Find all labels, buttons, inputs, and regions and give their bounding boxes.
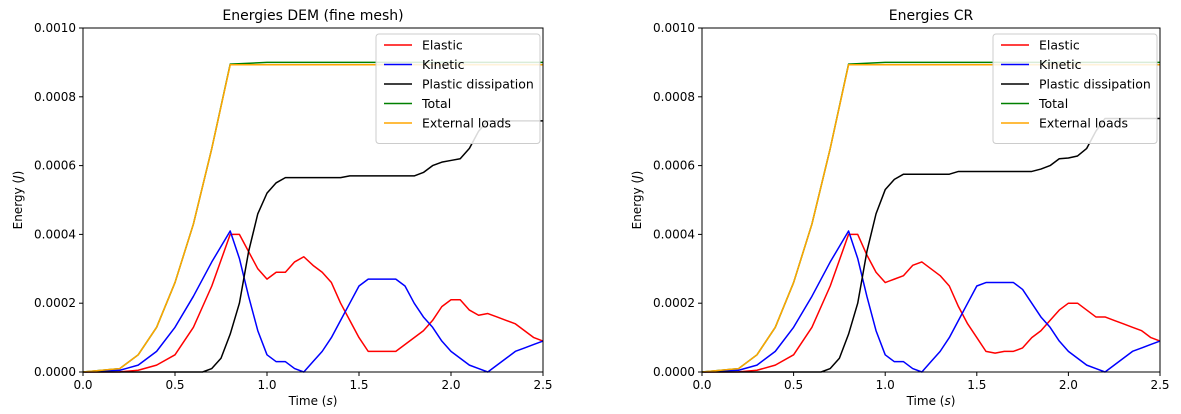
legend-elastic-label: Elastic <box>422 38 463 53</box>
y-axis-label: Energy (J) <box>11 171 25 230</box>
y-tick-label: 0.0004 <box>653 227 695 241</box>
y-tick-label: 0.0002 <box>653 296 695 310</box>
legend-box <box>992 33 1158 144</box>
series-line-kinetic <box>82 230 544 373</box>
series-line-elastic <box>701 233 1161 373</box>
y-tick-label: 0.0006 <box>34 159 76 173</box>
y-axis-label-part: J <box>11 175 25 181</box>
y-axis-label-part: J <box>630 175 644 181</box>
x-tick-label: 0.5 <box>784 378 803 392</box>
legend-kinetic-label: Kinetic <box>422 57 465 72</box>
legend-kinetic-label: Kinetic <box>1039 57 1082 72</box>
x-tick-label: 0.0 <box>73 378 92 392</box>
x-tick-label: 2.0 <box>1059 378 1078 392</box>
y-tick-label: 0.0010 <box>653 21 695 35</box>
legend-total-label: Total <box>1038 96 1068 111</box>
x-tick-label: 2.5 <box>1150 378 1169 392</box>
legend-external-loads-label: External loads <box>1039 116 1128 131</box>
y-axis-label: Energy (J) <box>630 171 644 230</box>
x-axis-label-part: Time ( <box>906 394 945 408</box>
legend-total-label: Total <box>421 96 451 111</box>
y-tick-label: 0.0008 <box>34 90 76 104</box>
y-tick-label: 0.0008 <box>653 90 695 104</box>
legend: Elastic Kinetic Plastic dissipation Total Ex… <box>992 33 1158 144</box>
legend-plastic-dissipation-label: Plastic dissipation <box>422 77 534 92</box>
x-axis-label-part: s <box>944 394 950 408</box>
x-axis-label: Time (s) <box>906 394 956 408</box>
plot-lines <box>82 61 544 373</box>
legend-external-loads-label: External loads <box>422 116 511 131</box>
legend-plastic-dissipation-label: Plastic dissipation <box>1039 77 1151 92</box>
y-tick-label: 0.0004 <box>34 227 76 241</box>
x-axis-label: Time (s) <box>288 394 338 408</box>
y-axis-label-part: Energy ( <box>11 179 25 230</box>
series-line-kinetic <box>701 230 1161 373</box>
x-tick-label: 0.5 <box>165 378 184 392</box>
y-tick-label: 0.0010 <box>34 21 76 35</box>
y-tick-label: 0.0000 <box>653 365 695 379</box>
x-tick-label: 1.0 <box>876 378 895 392</box>
series-line-external-loads <box>701 64 1160 373</box>
x-tick-label: 2.5 <box>533 378 552 392</box>
x-axis-label-part: s <box>326 394 332 408</box>
y-tick-label: 0.0002 <box>34 296 76 310</box>
x-axis-label-part: Time ( <box>288 394 327 408</box>
series-line-plastic-dissipation <box>702 117 1160 373</box>
x-axis-label-part: ) <box>333 394 338 408</box>
chart-title: Energies DEM (fine mesh) <box>222 8 403 24</box>
y-axis-label-part: ) <box>11 171 25 176</box>
series-line-elastic <box>82 233 544 373</box>
y-axis-label-part: Energy ( <box>630 179 644 230</box>
legend: Elastic Kinetic Plastic dissipation Total Ex… <box>375 33 541 144</box>
x-tick-label: 2.0 <box>441 378 460 392</box>
x-axis-label-part: ) <box>951 394 956 408</box>
x-tick-label: 0.0 <box>692 378 711 392</box>
x-tick-label: 1.0 <box>257 378 276 392</box>
y-tick-label: 0.0006 <box>653 159 695 173</box>
series-line-plastic-dissipation <box>83 120 543 373</box>
chart-title: Energies CR <box>889 8 974 24</box>
chart-panel-2: Energies CR 0.0 0.5 1.0 1.5 2.0 2.5 0.0000 0.000… <box>630 8 1170 408</box>
y-tick-label: 0.0000 <box>34 365 76 379</box>
plot-frame <box>701 27 1161 373</box>
plot-lines <box>701 61 1161 373</box>
chart-panel-1: Energies DEM (fine mesh) 0.0 0.5 1.0 1.5 2.0 2… <box>11 8 553 408</box>
series-line-external-loads <box>82 64 543 373</box>
x-tick-label: 1.5 <box>349 378 368 392</box>
legend-box <box>375 33 541 144</box>
plot-frame <box>82 27 544 373</box>
x-tick-label: 1.5 <box>967 378 986 392</box>
y-axis-label-part: ) <box>630 171 644 176</box>
legend-elastic-label: Elastic <box>1039 38 1080 53</box>
